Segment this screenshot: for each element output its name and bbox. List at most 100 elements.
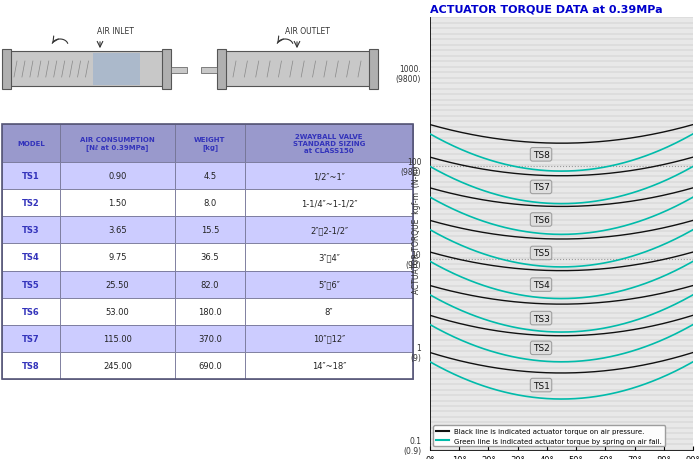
Text: 3.65: 3.65 bbox=[108, 226, 127, 235]
Text: TS5: TS5 bbox=[22, 280, 40, 289]
Bar bbox=[175, 217, 245, 244]
Bar bbox=[2, 50, 11, 90]
Text: 15.5: 15.5 bbox=[201, 226, 219, 235]
Text: 0.90: 0.90 bbox=[108, 172, 127, 181]
Bar bbox=[2, 244, 60, 271]
Text: 1
(9): 1 (9) bbox=[410, 343, 421, 363]
Bar bbox=[369, 50, 378, 90]
Text: 100
(980): 100 (980) bbox=[400, 157, 421, 177]
Text: AIR INLET: AIR INLET bbox=[97, 28, 134, 36]
Text: 25.50: 25.50 bbox=[106, 280, 130, 289]
Bar bbox=[171, 68, 187, 74]
Text: AIR OUTLET: AIR OUTLET bbox=[285, 28, 330, 36]
Text: 5″・6″: 5″・6″ bbox=[318, 280, 340, 289]
Text: 36.5: 36.5 bbox=[201, 253, 219, 262]
Text: 690.0: 690.0 bbox=[198, 361, 222, 370]
Bar bbox=[175, 244, 245, 271]
Bar bbox=[175, 190, 245, 217]
Text: 1000.
(9800): 1000. (9800) bbox=[396, 65, 421, 84]
Bar bbox=[175, 352, 245, 379]
FancyBboxPatch shape bbox=[223, 52, 372, 87]
Text: 115.00: 115.00 bbox=[103, 334, 132, 343]
Text: ACTUATOR TORQUE DATA at 0.39MPa: ACTUATOR TORQUE DATA at 0.39MPa bbox=[430, 5, 663, 15]
Text: MODEL: MODEL bbox=[17, 141, 45, 147]
Bar bbox=[2, 271, 60, 298]
Bar bbox=[2, 125, 413, 379]
Bar bbox=[60, 217, 175, 244]
Text: TS3: TS3 bbox=[533, 314, 550, 323]
Text: 82.0: 82.0 bbox=[201, 280, 219, 289]
Text: 14″~18″: 14″~18″ bbox=[312, 361, 346, 370]
Text: TS3: TS3 bbox=[22, 226, 40, 235]
Text: TS2: TS2 bbox=[22, 199, 40, 208]
Bar bbox=[2, 325, 60, 352]
Text: 9.75: 9.75 bbox=[108, 253, 127, 262]
Text: TS6: TS6 bbox=[533, 216, 550, 224]
Bar bbox=[175, 298, 245, 325]
Text: 0.1
(0.9): 0.1 (0.9) bbox=[403, 436, 421, 455]
FancyBboxPatch shape bbox=[6, 52, 164, 87]
Text: 53.00: 53.00 bbox=[106, 307, 130, 316]
Text: TS2: TS2 bbox=[533, 344, 550, 353]
Bar bbox=[60, 271, 175, 298]
Bar bbox=[245, 352, 413, 379]
Text: TS7: TS7 bbox=[22, 334, 40, 343]
Text: TS1: TS1 bbox=[22, 172, 40, 181]
Bar bbox=[245, 217, 413, 244]
Text: 1-1/4″~1-1/2″: 1-1/4″~1-1/2″ bbox=[301, 199, 357, 208]
Bar bbox=[175, 125, 245, 162]
Legend: Black line is indicated actuator torque on air pressure., Green line is indicate: Black line is indicated actuator torque … bbox=[433, 425, 665, 446]
Text: 2WAYBALL VALVE
STANDARD SIZING
at CLASS150: 2WAYBALL VALVE STANDARD SIZING at CLASS1… bbox=[293, 134, 365, 154]
Bar bbox=[245, 325, 413, 352]
Bar bbox=[175, 162, 245, 190]
Bar bbox=[60, 162, 175, 190]
Text: TS8: TS8 bbox=[22, 361, 40, 370]
Bar bbox=[2, 217, 60, 244]
Bar bbox=[245, 298, 413, 325]
Text: TS7: TS7 bbox=[533, 183, 550, 192]
Text: 3″・4″: 3″・4″ bbox=[318, 253, 340, 262]
Text: TS4: TS4 bbox=[22, 253, 40, 262]
Text: 2″・2-1/2″: 2″・2-1/2″ bbox=[310, 226, 348, 235]
Text: 4.5: 4.5 bbox=[204, 172, 216, 181]
Text: TS4: TS4 bbox=[533, 280, 550, 290]
Text: 10
(98): 10 (98) bbox=[405, 250, 421, 269]
Bar bbox=[60, 325, 175, 352]
Text: 1.50: 1.50 bbox=[108, 199, 127, 208]
Bar bbox=[245, 271, 413, 298]
Bar bbox=[2, 352, 60, 379]
Bar bbox=[217, 50, 226, 90]
Text: 370.0: 370.0 bbox=[198, 334, 222, 343]
Bar bbox=[2, 125, 60, 162]
Bar bbox=[245, 244, 413, 271]
Bar bbox=[162, 50, 171, 90]
Bar bbox=[2, 298, 60, 325]
Text: TS5: TS5 bbox=[533, 249, 550, 258]
Bar bbox=[2, 190, 60, 217]
Text: TS6: TS6 bbox=[22, 307, 40, 316]
Text: 180.0: 180.0 bbox=[198, 307, 222, 316]
Text: 8.0: 8.0 bbox=[204, 199, 216, 208]
Text: 1/2″~1″: 1/2″~1″ bbox=[313, 172, 345, 181]
Bar bbox=[60, 125, 175, 162]
Text: 8″: 8″ bbox=[325, 307, 333, 316]
Bar bbox=[60, 352, 175, 379]
Text: 10″・12″: 10″・12″ bbox=[313, 334, 345, 343]
Bar bbox=[175, 325, 245, 352]
Bar bbox=[93, 54, 140, 86]
Text: TS1: TS1 bbox=[533, 381, 550, 390]
Text: 245.00: 245.00 bbox=[103, 361, 132, 370]
Bar bbox=[245, 190, 413, 217]
Text: WEIGHT
[kg]: WEIGHT [kg] bbox=[195, 137, 225, 151]
Bar bbox=[2, 162, 60, 190]
Bar bbox=[60, 298, 175, 325]
Bar bbox=[60, 244, 175, 271]
Bar bbox=[60, 190, 175, 217]
Text: AIR CONSUMPTION
[Nℓ at 0.39MPa]: AIR CONSUMPTION [Nℓ at 0.39MPa] bbox=[80, 137, 155, 151]
Bar bbox=[201, 68, 217, 74]
Text: TS8: TS8 bbox=[533, 151, 550, 160]
Bar bbox=[245, 162, 413, 190]
Text: ACTUATOR TORQUE  kgf-m  (N-m): ACTUATOR TORQUE kgf-m (N-m) bbox=[412, 165, 421, 294]
Bar bbox=[175, 271, 245, 298]
Bar bbox=[245, 125, 413, 162]
